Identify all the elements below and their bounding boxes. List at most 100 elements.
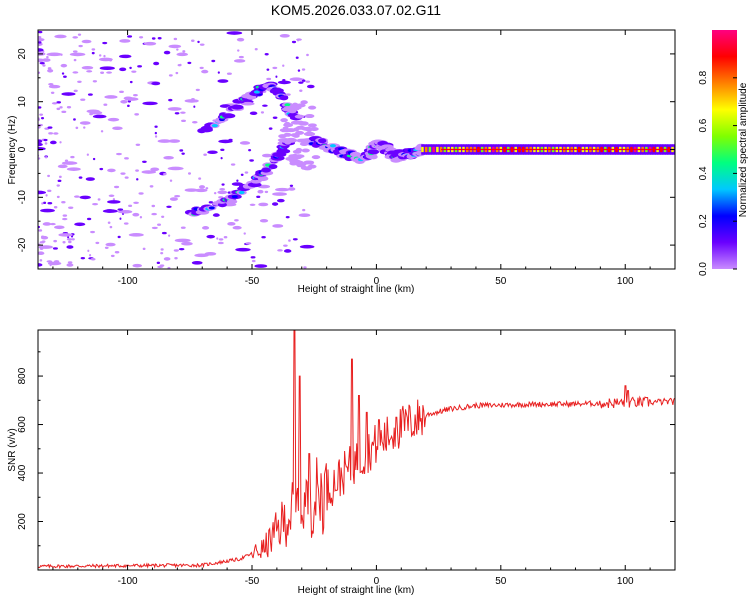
spectrogram-cell (199, 66, 204, 70)
steady-band-cell (428, 146, 432, 153)
x-tick-label: 100 (617, 576, 634, 587)
spectrogram-cell (250, 256, 256, 259)
spectrogram-cell (46, 52, 63, 57)
spectrogram-cell (296, 39, 300, 42)
spectrogram-cell (150, 167, 160, 172)
spectrogram-cell (50, 222, 56, 226)
spectrogram-cell (43, 138, 48, 142)
spectrogram-cell (220, 156, 223, 160)
spectrogram-cell (67, 236, 70, 239)
snr-xlabel: Height of straight line (km) (298, 585, 415, 596)
spectrogram-cell (268, 164, 278, 170)
spectrogram-cell (62, 217, 68, 221)
spectrogram-cell (329, 144, 336, 148)
spectrogram-cell (53, 206, 58, 209)
spectrogram-cell (247, 182, 262, 188)
spectrogram-cell (92, 157, 96, 161)
spectrogram-cell (119, 67, 127, 72)
spectrogram-cell (154, 125, 158, 128)
y-tick-label: 400 (17, 464, 28, 481)
spectrogram-cell (66, 245, 74, 249)
spectrogram-cell (38, 263, 43, 267)
x-tick-label: 0 (374, 576, 380, 587)
spectrogram-cell (135, 169, 139, 172)
spectrogram-cell (61, 92, 76, 96)
colorbar-tick-label: 0.8 (698, 70, 709, 84)
spectrogram-cell (303, 132, 316, 137)
spectrogram-cell (38, 251, 45, 256)
spectrogram-cell (289, 161, 298, 166)
colorbar-tick-label: 0.4 (698, 166, 709, 180)
spectrogram-cell (179, 149, 184, 152)
spectrogram-cell (294, 114, 305, 119)
spectrogram-cell (38, 229, 43, 232)
spectrogram-cell (318, 138, 327, 144)
spectrogram-cell (157, 139, 172, 143)
spectrogram-cell (46, 260, 53, 263)
colorbar-tick-label: 0.2 (698, 214, 709, 228)
spectrogram-cell (213, 191, 217, 195)
spectrogram-cell (66, 263, 74, 267)
spectrogram-cell (44, 142, 48, 145)
spectrogram-cell (307, 164, 317, 169)
colorbar-bar (712, 30, 737, 269)
spectrogram-cell (56, 195, 60, 199)
spectrogram-cell (75, 126, 79, 130)
spectrogram-cell (39, 113, 44, 116)
spectrogram-cell (74, 195, 80, 198)
y-tick-label: 20 (17, 48, 28, 60)
spectrogram-cell (163, 257, 171, 261)
spectrogram-cell (129, 66, 132, 70)
spectrogram-cell (48, 83, 54, 86)
spectrogram-cell (157, 37, 162, 40)
spectrogram-cell (160, 251, 164, 255)
spectrogram-cell (217, 190, 228, 195)
spectrogram-cell (221, 183, 225, 186)
spectrogram-cell (143, 41, 157, 46)
spectrogram-cell (82, 66, 86, 69)
spectrogram-cell (278, 138, 287, 143)
spectrogram-cell (86, 153, 89, 156)
spectrogram-cell (163, 172, 167, 176)
spectrogram-cell (141, 170, 157, 174)
spectrogram-cell (211, 124, 218, 128)
spectrogram-cell (117, 208, 124, 211)
spectrogram-cell (61, 201, 66, 204)
spectrogram-cell (139, 36, 144, 39)
spectrogram-cell (49, 140, 57, 145)
spectrogram-cell (120, 172, 126, 175)
spectrogram-cell (59, 106, 63, 109)
steady-band-cell (421, 146, 424, 153)
spectrogram-cell (245, 242, 252, 245)
spectrogram-cell (191, 39, 195, 42)
spectrogram-cell (63, 75, 67, 78)
spectrogram-cell (86, 70, 93, 73)
spectrogram-cell (92, 202, 99, 206)
spectrogram-cell (114, 251, 120, 254)
spectrogram-cell (231, 104, 244, 110)
spectrogram-cell (223, 236, 228, 239)
spectrogram-cell (184, 188, 199, 192)
spectrogram-cell (139, 216, 143, 219)
spectrogram-cell (208, 201, 214, 204)
spectrogram-cell (117, 235, 121, 239)
spectrogram-cell (132, 212, 140, 217)
snr-line-area (38, 330, 675, 570)
spectrogram-cell (47, 68, 54, 73)
spectrogram-cell (272, 192, 287, 196)
spectrogram-cell (135, 143, 141, 146)
spectrogram-cell (237, 49, 240, 52)
spectrogram-cell (181, 119, 186, 123)
spectrogram-cell (108, 194, 115, 197)
spectrogram-cell (292, 149, 302, 154)
spectrogram-cell (266, 77, 272, 81)
spectrogram-cell (104, 246, 109, 250)
spectrogram-cell (290, 133, 300, 138)
spectrogram-cell (80, 98, 86, 101)
spectrogram-cell (89, 110, 103, 115)
spectrogram-cell (174, 238, 191, 243)
spectrogram-heatmap (38, 30, 675, 269)
spectrogram-cell (184, 99, 199, 103)
spectrogram-cell (53, 132, 59, 135)
